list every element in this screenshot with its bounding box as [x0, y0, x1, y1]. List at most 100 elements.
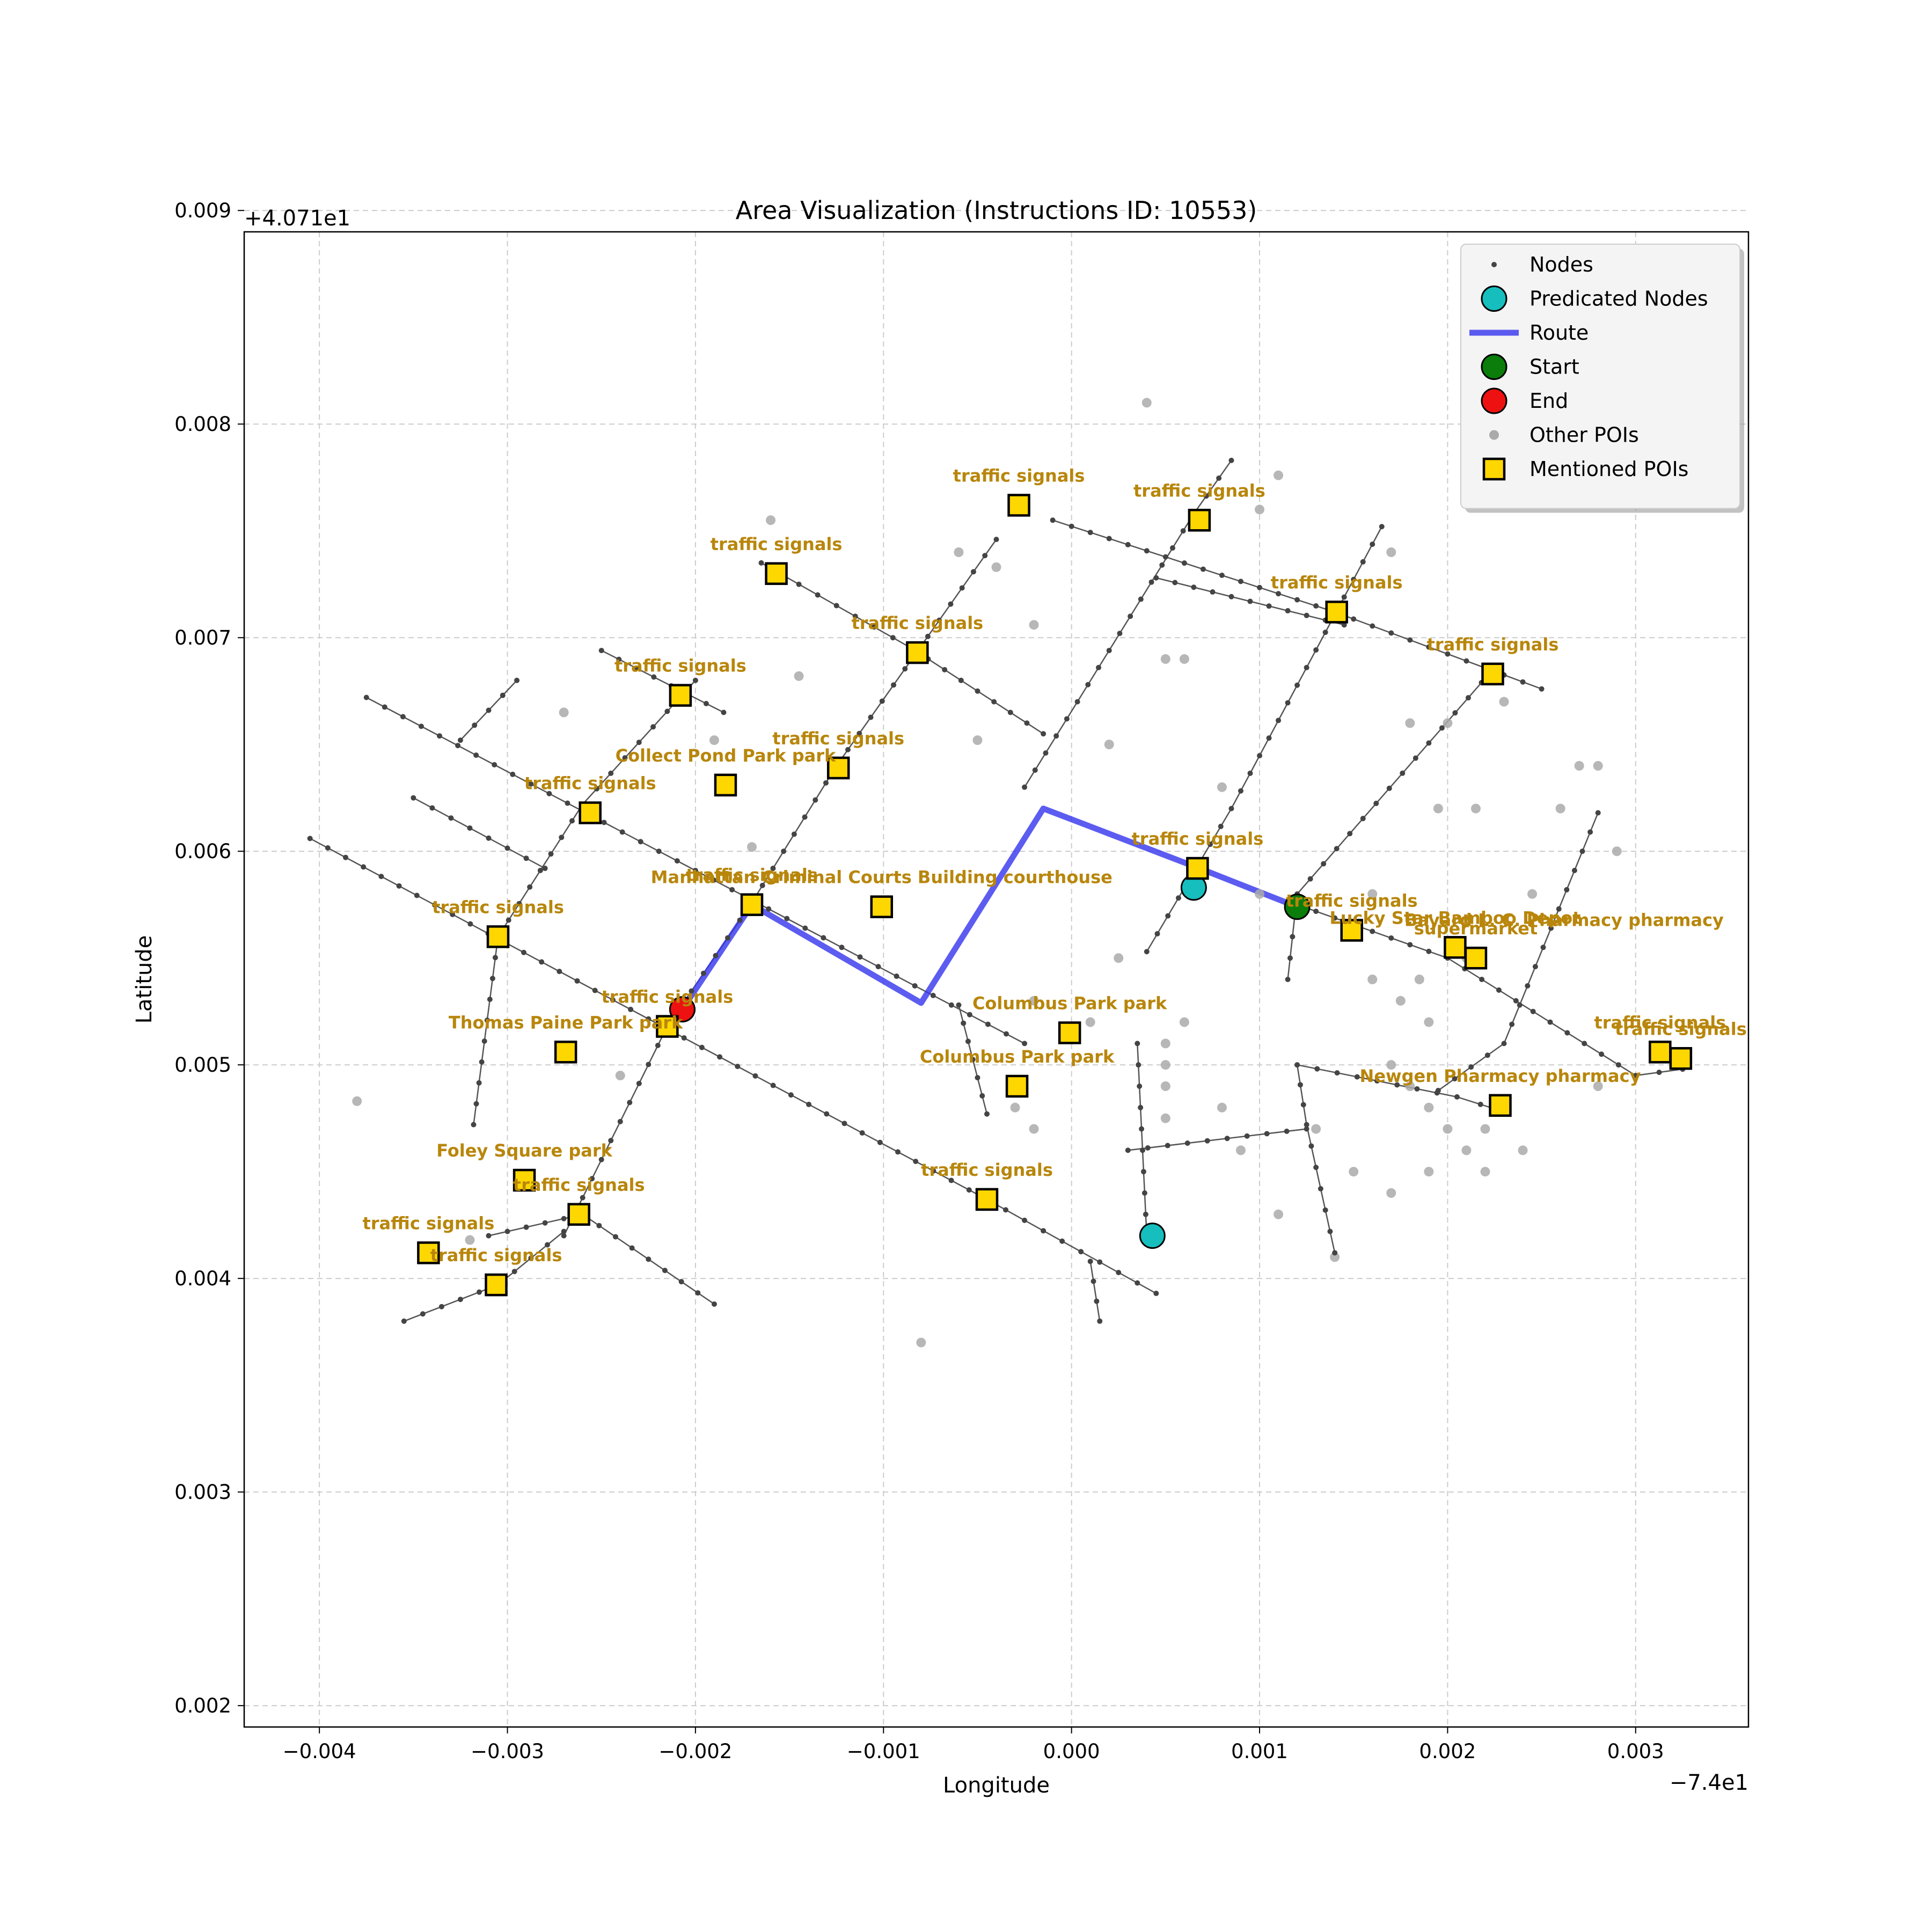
node [857, 954, 863, 960]
other-poi [1527, 889, 1538, 899]
node [1370, 541, 1375, 547]
node [363, 694, 369, 700]
node [1290, 934, 1296, 940]
node [1022, 784, 1028, 790]
other-poi [1574, 761, 1584, 771]
node [1463, 658, 1469, 664]
other-poi [1160, 1060, 1170, 1070]
node [1228, 806, 1234, 811]
road-edge [601, 649, 724, 713]
node [1257, 753, 1263, 759]
node [1314, 1066, 1320, 1072]
node [537, 868, 543, 874]
node [1165, 913, 1171, 919]
node [1297, 1082, 1303, 1088]
mentioned-poi-label: Thomas Paine Park park [449, 1012, 683, 1033]
node [1218, 823, 1224, 829]
node [378, 874, 384, 880]
node [448, 815, 454, 821]
node [473, 1101, 479, 1107]
mentioned-poi [669, 684, 692, 707]
node [1426, 644, 1432, 650]
node [1564, 1030, 1570, 1036]
mentioned-poi-label: traffic signals [614, 656, 747, 676]
node [514, 677, 520, 683]
node [1484, 1052, 1490, 1058]
node [1525, 983, 1531, 989]
node [1513, 998, 1519, 1004]
node [492, 762, 497, 768]
node [1247, 770, 1253, 776]
node [1145, 1145, 1151, 1151]
node [1334, 1070, 1340, 1076]
node [1370, 623, 1375, 629]
other-poi [1424, 1102, 1434, 1113]
other-poi [991, 562, 1001, 572]
node [678, 1279, 684, 1285]
node [476, 1289, 482, 1295]
node [689, 988, 694, 994]
node [1360, 559, 1366, 565]
node [486, 1233, 492, 1239]
mentioned-poi [975, 1188, 999, 1211]
node [622, 755, 628, 761]
poi-label: Bayard L. C. Pharmacy pharmacy [1404, 910, 1724, 931]
other-poi [1405, 718, 1415, 728]
node [942, 667, 948, 672]
other-poi [1386, 547, 1396, 557]
node [1140, 1169, 1146, 1175]
node [1520, 679, 1526, 685]
mentioned-poi-label: Foley Square park [436, 1140, 612, 1161]
node [1139, 1126, 1145, 1132]
node [1266, 735, 1272, 741]
node [472, 722, 478, 728]
node [650, 724, 656, 730]
other-poi [1274, 470, 1284, 480]
node [802, 814, 808, 820]
other-poi [1386, 1188, 1396, 1198]
node [1532, 964, 1538, 970]
node [542, 866, 548, 872]
node [1238, 579, 1243, 584]
node [894, 974, 899, 979]
other-poi [1480, 1167, 1490, 1177]
node [1615, 1062, 1621, 1068]
node [307, 836, 313, 841]
mentioned-poi-label: Manhattan Criminal Courts Building court… [651, 867, 1113, 888]
node [868, 714, 874, 720]
node [711, 1301, 717, 1307]
node [1407, 942, 1413, 948]
other-poi [1217, 1102, 1227, 1113]
node [450, 911, 456, 917]
node [1181, 560, 1187, 566]
node [965, 1038, 971, 1044]
mentioned-poi [740, 893, 764, 916]
node [948, 1002, 954, 1008]
node [457, 737, 463, 743]
mentioned-poi-label: traffic signals [601, 987, 733, 1007]
other-poi [1235, 1145, 1246, 1155]
mentioned-poi [1005, 1074, 1029, 1098]
node [418, 723, 424, 729]
y-tick-label: 0.005 [174, 1053, 231, 1077]
mentioned-poi-label: traffic signals [686, 865, 818, 885]
node [721, 709, 727, 715]
legend: Nodes Predicated Nodes Route Start End Other … [1460, 244, 1744, 513]
node [729, 887, 735, 892]
other-poi [465, 1235, 475, 1245]
x-tick-label: 0.002 [1419, 1740, 1476, 1763]
other-poi [1405, 1081, 1415, 1091]
node [504, 1228, 510, 1234]
other-poi [1010, 1102, 1020, 1113]
node [646, 1016, 652, 1022]
node [845, 747, 851, 752]
node [617, 1118, 623, 1124]
node [788, 1092, 794, 1098]
x-tick-label: −0.001 [847, 1740, 920, 1763]
mentioned-poi [1340, 919, 1363, 942]
node [411, 795, 416, 801]
node [1439, 725, 1445, 731]
node [1106, 536, 1112, 541]
node [724, 935, 730, 941]
x-tick-label: 0.003 [1607, 1740, 1664, 1763]
